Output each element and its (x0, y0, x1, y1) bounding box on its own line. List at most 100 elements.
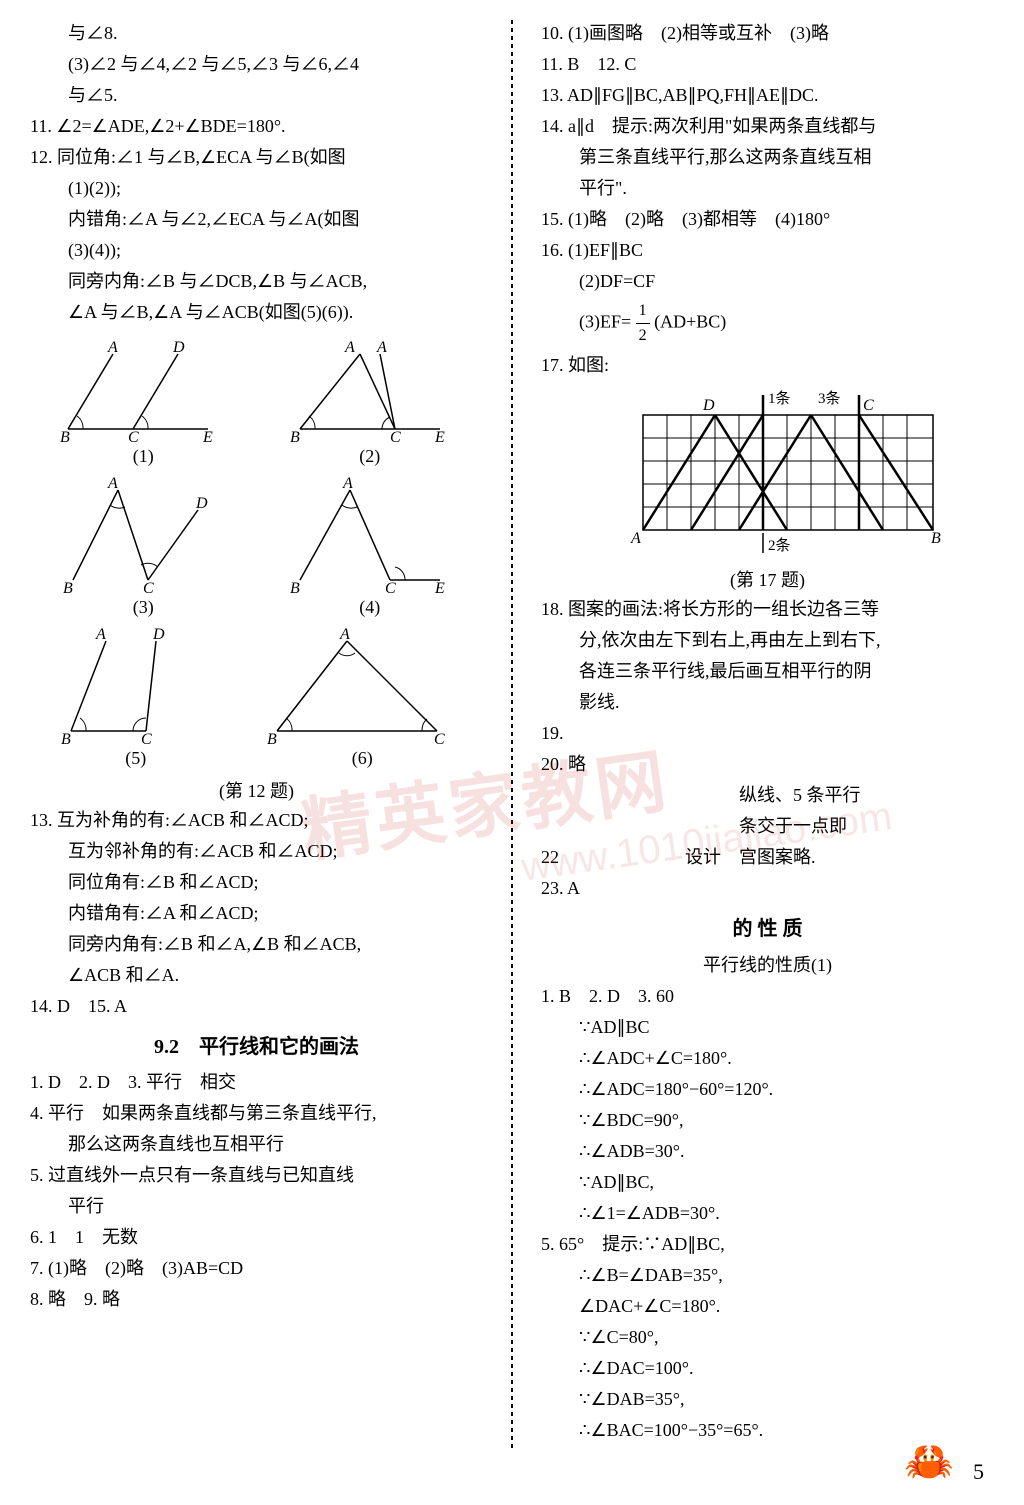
sub-title: 平行线的性质(1) (541, 951, 994, 977)
text: (AD+BC) (654, 312, 726, 332)
svg-text:B: B (290, 429, 300, 444)
text: 18. 图案的画法:将长方形的一组长边各三等 (541, 596, 994, 623)
text: 15. (1)略 (2)略 (3)都相等 (4)180° (541, 206, 994, 233)
text: 5. 过直线外一点只有一条直线与已知直线 (30, 1162, 483, 1189)
text: ∴∠B=∠DAB=35°, (541, 1262, 994, 1289)
text: 1. B 2. D 3. 60 (541, 983, 994, 1010)
text: ∴∠1=∠ADB=30°. (541, 1200, 994, 1227)
figure-4: A B C E (4) (285, 475, 455, 618)
text: ∴∠DAC=100°. (541, 1355, 994, 1382)
svg-text:D: D (702, 397, 715, 414)
svg-text:1条: 1条 (768, 390, 791, 407)
text: 影线. (541, 689, 994, 716)
text: ∵AD∥BC, (541, 1169, 994, 1196)
text: 条交于一点即 (541, 813, 994, 840)
text: 各连三条平行线,最后画互相平行的阴 (541, 658, 994, 685)
text: ∠ACB 和∠A. (30, 962, 483, 989)
text: ∴∠ADC+∠C=180°. (541, 1045, 994, 1072)
text: ∠A 与∠B,∠A 与∠ACB(如图(5)(6)). (30, 299, 483, 326)
svg-text:C: C (141, 731, 152, 746)
section-title: 的 性 质 (541, 912, 994, 941)
text: ∵∠DAB=35°, (541, 1386, 994, 1413)
text: 同位角有:∠B 和∠ACD; (30, 869, 483, 896)
text: 19. (541, 720, 994, 747)
text: 那么这两条直线也互相平行 (30, 1131, 483, 1158)
figure-row: A D B C (5) A B C (30, 626, 483, 769)
svg-text:3条: 3条 (818, 390, 841, 407)
svg-text:A: A (630, 530, 641, 547)
text: 平行". (541, 175, 994, 202)
section-title: 9.2 平行线和它的画法 (30, 1030, 483, 1059)
fig-label: (6) (262, 748, 462, 769)
figure-6: A B C (6) (262, 626, 462, 769)
left-column: 与∠8. (3)∠2 与∠4,∠2 与∠5,∠3 与∠6,∠4 与∠5. 11.… (30, 20, 483, 1448)
svg-text:B: B (60, 429, 70, 444)
text: 与∠8. (30, 20, 483, 47)
text: ∵AD∥BC (541, 1014, 994, 1041)
svg-text:A: A (107, 339, 118, 356)
svg-text:C: C (128, 429, 139, 444)
text: 6. 1 1 无数 (30, 1224, 483, 1251)
text: (2)DF=CF (541, 268, 994, 295)
svg-text:D: D (172, 339, 185, 356)
svg-text:A: A (342, 475, 353, 492)
svg-text:E: E (202, 429, 213, 444)
text: 互为邻补角的有:∠ACB 和∠ACD; (30, 838, 483, 865)
text: ∴∠ADB=30°. (541, 1138, 994, 1165)
text: ∴∠ADC=180°−60°=120°. (541, 1076, 994, 1103)
text: 内错角:∠A 与∠2,∠ECA 与∠A(如图 (30, 206, 483, 233)
fig-label: (4) (285, 597, 455, 618)
svg-text:E: E (434, 429, 445, 444)
text: (3)EF= (579, 312, 631, 332)
svg-text:A: A (339, 626, 350, 643)
column-divider (511, 20, 513, 1448)
text: 同旁内角:∠B 与∠DCB,∠B 与∠ACB, (30, 268, 483, 295)
page-number: 5 (973, 1459, 984, 1485)
svg-text:C: C (434, 731, 445, 746)
figure-5: A D B C (5) (51, 626, 221, 769)
fig-label: (2) (285, 446, 455, 467)
crab-icon: 🦀 (904, 1438, 954, 1485)
text: ∵∠BDC=90°, (541, 1107, 994, 1134)
caption: (第 17 题) (541, 566, 994, 592)
svg-text:C: C (390, 429, 401, 444)
text: (3)(4)); (30, 237, 483, 264)
figure-17: D C A B 1条 3条 2条 (581, 385, 994, 560)
fraction: 12 (636, 299, 650, 348)
text: 13. 互为补角的有:∠ACB 和∠ACD; (30, 807, 483, 834)
figure-2: A A B C E (2) (285, 334, 455, 467)
text: 第三条直线平行,那么这两条直线互相 (541, 144, 994, 171)
figure-1: A D B C E (1) (58, 334, 228, 467)
text: 14. a∥d 提示:两次利用"如果两条直线都与 (541, 113, 994, 140)
text: 分,依次由左下到右上,再由左上到右下, (541, 627, 994, 654)
svg-text:A: A (95, 626, 106, 643)
text: 4. 平行 如果两条直线都与第三条直线平行, (30, 1100, 483, 1127)
text: 与∠5. (30, 82, 483, 109)
svg-text:E: E (434, 580, 445, 595)
fig-label: (3) (58, 597, 228, 618)
text: 纵线、5 条平行 (541, 782, 994, 809)
text: ∵∠C=80°, (541, 1324, 994, 1351)
caption: (第 12 题) (30, 777, 483, 803)
svg-text:D: D (152, 626, 165, 643)
text: (3)EF= 12 (AD+BC) (541, 299, 994, 348)
svg-text:A: A (376, 339, 387, 356)
text: 7. (1)略 (2)略 (3)AB=CD (30, 1255, 483, 1282)
svg-text:A: A (107, 475, 118, 492)
svg-text:2条: 2条 (768, 537, 791, 554)
text: 1. D 2. D 3. 平行 相交 (30, 1069, 483, 1096)
text: 14. D 15. A (30, 993, 483, 1020)
text: 13. AD∥FG∥BC,AB∥PQ,FH∥AE∥DC. (541, 82, 994, 109)
text: (1)(2)); (30, 175, 483, 202)
text: 平行 (30, 1193, 483, 1220)
text: 10. (1)画图略 (2)相等或互补 (3)略 (541, 20, 994, 47)
figure-row: A D B C (3) A B C E (30, 475, 483, 618)
text: 11. ∠2=∠ADE,∠2+∠BDE=180°. (30, 113, 483, 140)
svg-text:B: B (267, 731, 277, 746)
fig-label: (1) (58, 446, 228, 467)
text: 20. 略 (541, 751, 994, 778)
text: (3)∠2 与∠4,∠2 与∠5,∠3 与∠6,∠4 (30, 51, 483, 78)
text: 5. 65° 提示:∵AD∥BC, (541, 1231, 994, 1258)
text: 17. 如图: (541, 352, 994, 379)
svg-text:B: B (290, 580, 300, 595)
